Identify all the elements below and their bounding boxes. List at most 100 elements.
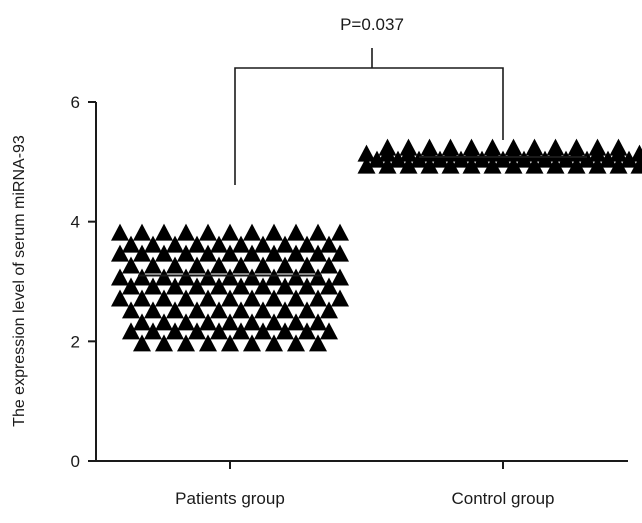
data-point-triangle: [588, 138, 607, 156]
data-point-triangle: [494, 150, 512, 168]
data-point-triangle: [155, 223, 173, 241]
data-point-triangle: [199, 223, 217, 241]
data-point-triangle: [431, 150, 449, 168]
data-point-triangle: [320, 256, 338, 274]
data-point-triangle: [122, 322, 140, 340]
data-point-triangle: [166, 322, 184, 340]
data-point-triangle: [243, 244, 261, 262]
data-point-triangle: [133, 313, 151, 331]
data-point-triangle: [557, 150, 575, 168]
data-point-triangle: [609, 156, 628, 174]
data-point-triangle: [331, 268, 349, 286]
data-point-triangle: [210, 277, 228, 295]
data-point-triangle: [546, 156, 565, 174]
data-point-triangle: [536, 150, 554, 168]
y-axis-ticks: 0 2 4 6: [71, 93, 96, 471]
y-axis-label: The expression level of serum miRNA-93: [11, 135, 28, 427]
data-point-triangle: [155, 244, 173, 262]
data-point-triangle: [232, 322, 250, 340]
data-point-triangle: [243, 313, 261, 331]
data-point-triangle: [378, 138, 397, 156]
data-point-triangle: [276, 235, 294, 253]
data-point-triangle: [599, 150, 617, 168]
data-point-triangle: [410, 150, 428, 168]
data-point-triangle: [567, 156, 586, 174]
data-point-triangle: [483, 138, 502, 156]
data-point-triangle: [265, 289, 283, 307]
data-point-triangle: [155, 268, 173, 286]
data-point-triangle: [309, 313, 327, 331]
data-point-triangle: [232, 277, 250, 295]
data-point-triangle: [221, 223, 239, 241]
data-point-triangle: [111, 244, 129, 262]
data-point-triangle: [309, 334, 327, 352]
data-point-triangle: [399, 138, 418, 156]
data-point-triangle: [320, 301, 338, 319]
data-point-triangle: [265, 244, 283, 262]
data-point-triangle: [441, 138, 460, 156]
data-point-triangle: [298, 235, 316, 253]
data-point-triangle: [378, 156, 397, 174]
data-point-triangle: [166, 256, 184, 274]
data-point-triangle: [199, 244, 217, 262]
data-point-triangle: [155, 289, 173, 307]
data-point-triangle: [144, 301, 162, 319]
data-point-triangle: [265, 334, 283, 352]
data-point-triangle: [287, 313, 305, 331]
x-category-label: Control group: [451, 489, 554, 508]
data-point-triangle: [254, 277, 272, 295]
data-point-triangle: [254, 256, 272, 274]
data-point-triangle: [221, 334, 239, 352]
data-point-triangle: [122, 235, 140, 253]
data-point-triangle: [309, 289, 327, 307]
data-point-triangle: [133, 268, 151, 286]
data-point-triangle: [420, 138, 439, 156]
data-point-triangle: [133, 334, 151, 352]
data-point-triangle: [122, 301, 140, 319]
data-point-triangle: [309, 244, 327, 262]
data-point-triangle: [331, 223, 349, 241]
data-point-triangle: [155, 313, 173, 331]
data-point-triangle: [331, 289, 349, 307]
data-point-triangle: [210, 322, 228, 340]
data-point-triangle: [243, 223, 261, 241]
x-category-label: Patients group: [175, 489, 285, 508]
data-point-triangle: [287, 223, 305, 241]
data-point-triangle: [298, 277, 316, 295]
data-point-triangle: [243, 289, 261, 307]
data-point-triangle: [144, 235, 162, 253]
data-point-triangle: [254, 235, 272, 253]
data-point-triangle: [320, 322, 338, 340]
data-point-triangle: [399, 156, 418, 174]
y-tick-label: 0: [71, 452, 80, 471]
x-axis-ticks: Patients group Control group: [175, 461, 555, 508]
data-point-triangle: [166, 235, 184, 253]
data-point-triangle: [155, 334, 173, 352]
data-point-triangle: [504, 138, 523, 156]
data-point-triangle: [199, 313, 217, 331]
data-point-triangle: [188, 322, 206, 340]
data-point-triangle: [368, 150, 386, 168]
data-point-triangle: [111, 268, 129, 286]
data-point-triangle: [441, 156, 460, 174]
data-point-triangle: [232, 235, 250, 253]
data-point-triangle: [276, 256, 294, 274]
data-point-triangle: [567, 138, 586, 156]
data-point-triangle: [221, 289, 239, 307]
data-point-triangle: [221, 244, 239, 262]
data-point-triangle: [620, 150, 638, 168]
data-point-triangle: [177, 268, 195, 286]
data-point-triangle: [177, 289, 195, 307]
data-point-triangle: [357, 144, 376, 162]
data-point-triangle: [504, 156, 523, 174]
data-point-triangle: [232, 256, 250, 274]
data-point-triangle: [276, 277, 294, 295]
data-point-triangle: [111, 289, 129, 307]
data-point-triangle: [546, 138, 565, 156]
data-point-triangle: [188, 301, 206, 319]
data-point-triangle: [221, 313, 239, 331]
data-point-triangle: [144, 256, 162, 274]
data-point-triangle: [265, 313, 283, 331]
data-point-triangle: [298, 322, 316, 340]
mean-lines: [138, 156, 587, 277]
